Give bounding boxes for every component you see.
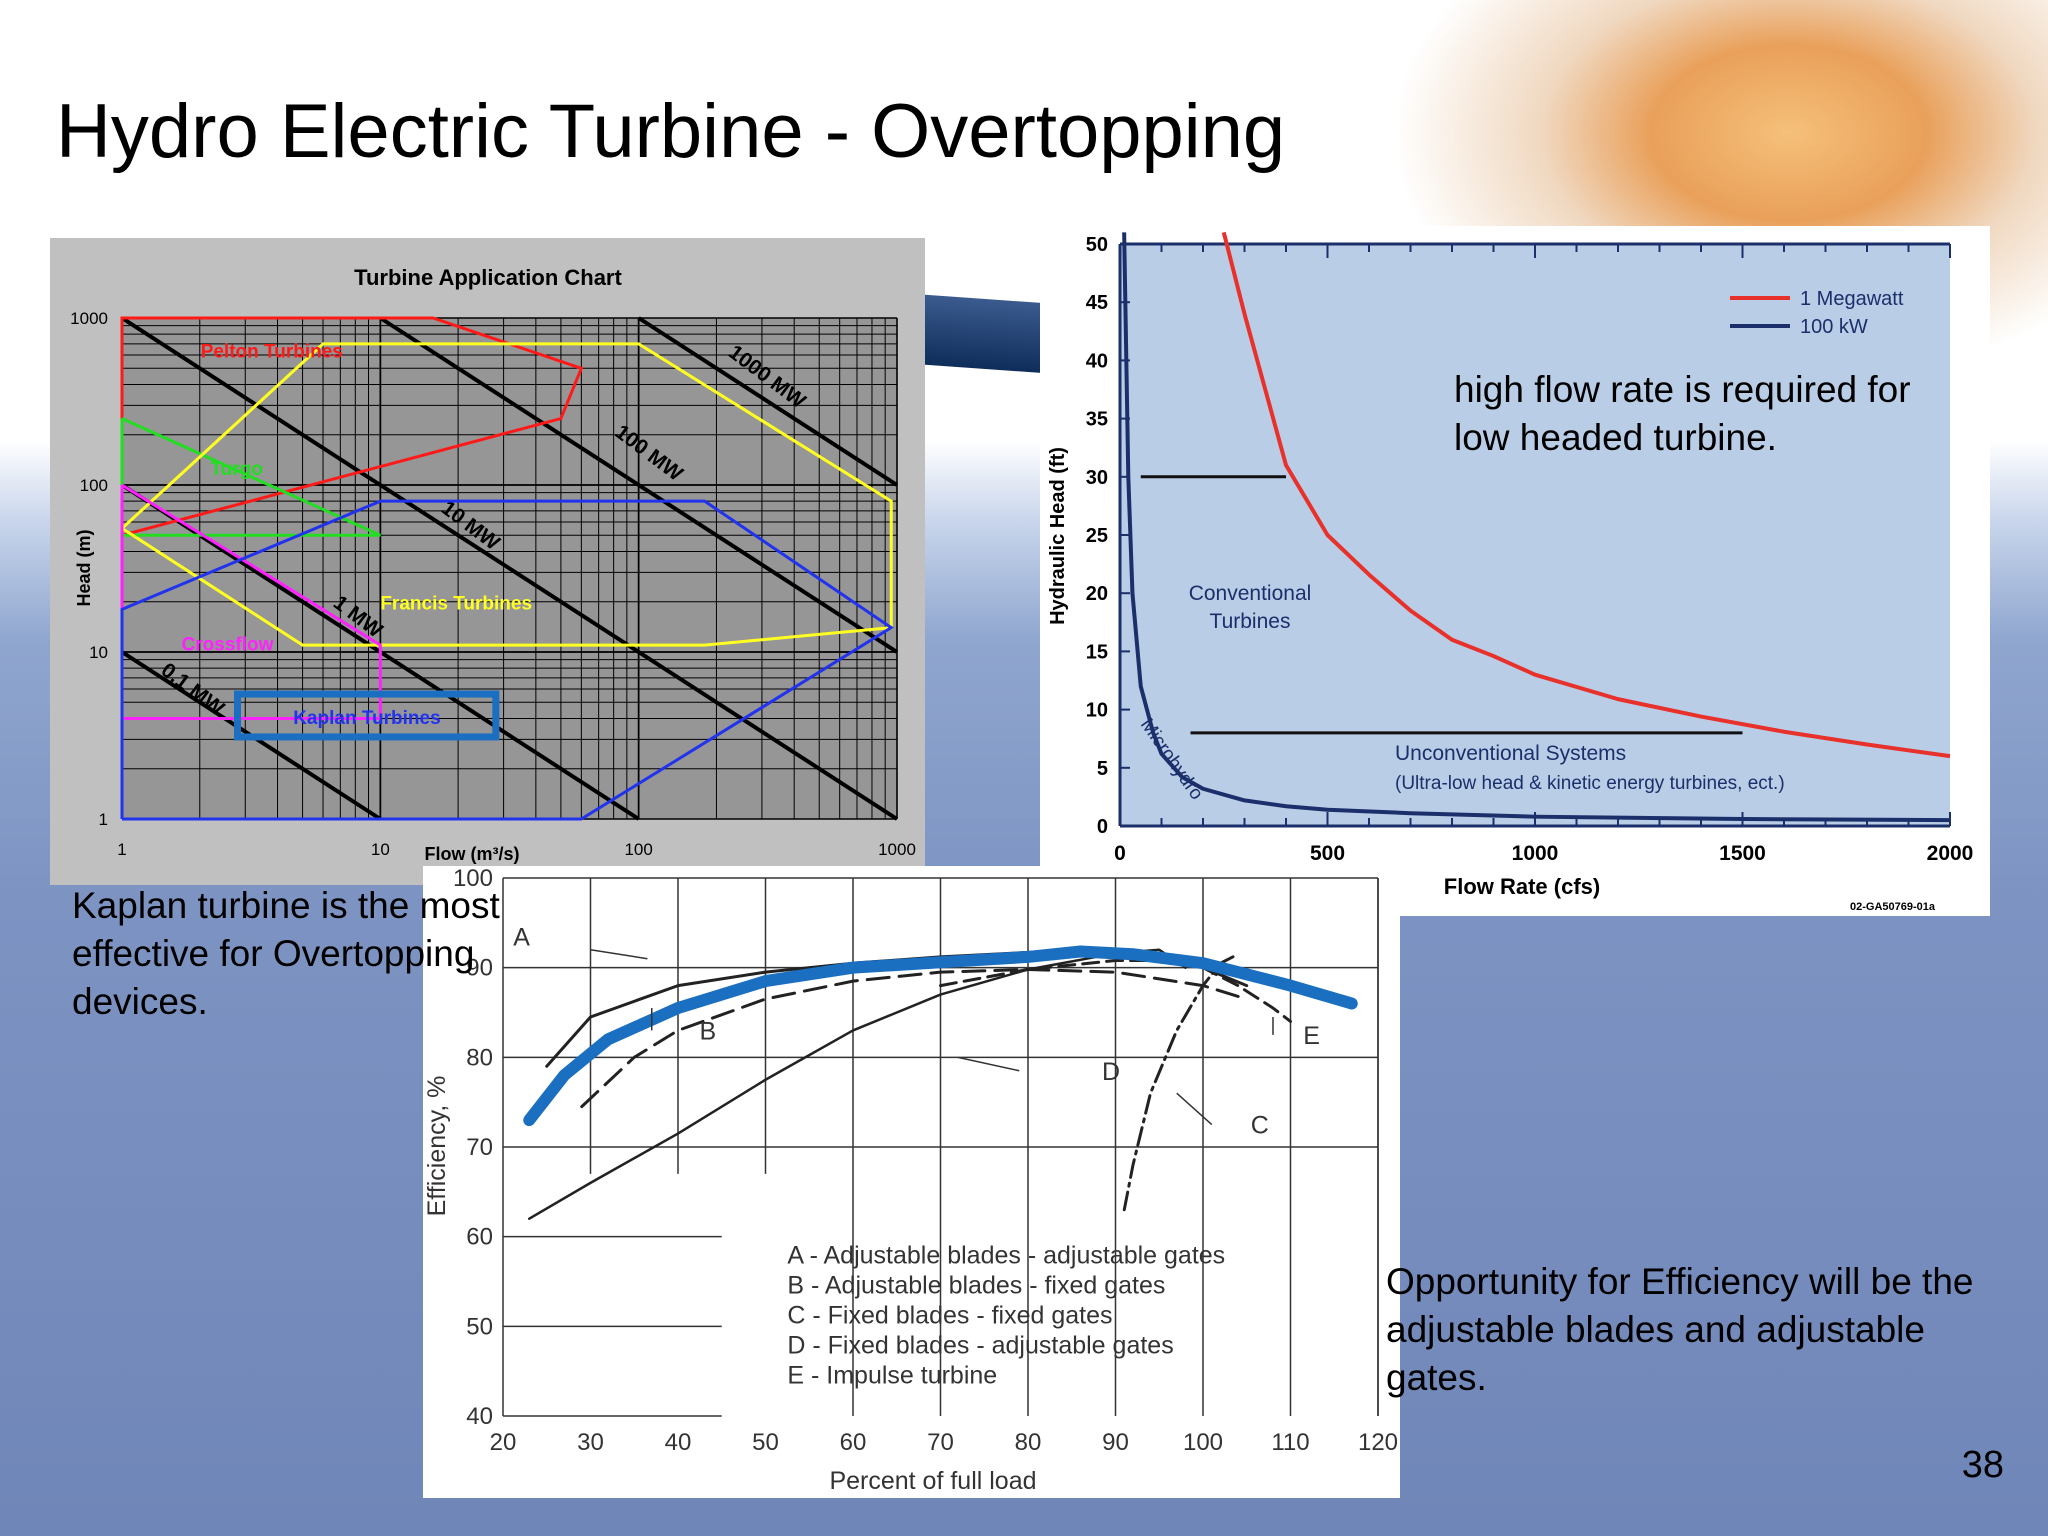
- chart3-y-tick: 50: [466, 1313, 493, 1340]
- chart1-region-label: Francis Turbines: [380, 593, 532, 614]
- turbine-application-chart: Turbine Application Chart Flow (m³/s) He…: [50, 238, 925, 885]
- chart1-x-tick: 1000: [878, 840, 916, 859]
- caption-efficiency: Opportunity for Efficiency will be the a…: [1386, 1261, 1974, 1398]
- chart1-region-label: Crossflow: [182, 635, 274, 656]
- chart2-y-tick: 30: [1086, 467, 1108, 489]
- chart3-y-tick: 100: [453, 866, 493, 892]
- chart3-series-letter: C: [1251, 1112, 1269, 1140]
- efficiency-chart: A B C D E 20 30 40 50 60 70 80 90 100 110 120 40 50 60 70 8…: [423, 866, 1400, 1498]
- chart2-y-tick: 0: [1097, 816, 1108, 838]
- chart2-x-tick: 2000: [1927, 842, 1974, 865]
- chart1-region-francis: [120, 342, 893, 647]
- chart1-x-tick: 1: [117, 840, 126, 859]
- chart3-y-tick: 70: [466, 1134, 493, 1161]
- chart2-plot-area: [1120, 244, 1950, 826]
- chart3-y-tick: 60: [466, 1224, 493, 1251]
- chart2-y-tick: 5: [1097, 758, 1108, 780]
- chart1-region-kaplan: [120, 499, 895, 821]
- chart1-x-tick: 10: [371, 840, 390, 859]
- chart1-y-tick: 10: [89, 643, 108, 662]
- chart2-y-tick: 35: [1086, 409, 1108, 431]
- turbine-application-chart-svg: Turbine Application Chart Flow (m³/s) He…: [50, 238, 925, 885]
- chart3-x-tick: 20: [490, 1429, 517, 1456]
- chart2-x-axis-label: Flow Rate (cfs): [1444, 874, 1600, 899]
- chart3-callout-leader: [590, 948, 648, 960]
- chart3-x-tick: 40: [665, 1429, 692, 1456]
- chart1-power-line: [379, 316, 899, 654]
- chart2-y-tick: 25: [1086, 525, 1108, 547]
- chart3-y-tick: 80: [466, 1044, 493, 1071]
- chart2-y-tick: 45: [1086, 292, 1108, 314]
- chart1-region-label: Pelton Turbines: [201, 342, 343, 363]
- chart1-title: Turbine Application Chart: [354, 265, 622, 290]
- chart3-x-tick: 90: [1102, 1429, 1129, 1456]
- chart3-series-b: [580, 967, 1249, 1109]
- caption-kaplan: Kaplan turbine is the most effective for…: [72, 885, 500, 1022]
- chart2-figure-code: 02-GA50769-01a: [1850, 901, 1936, 913]
- chart2-legend-label: 100 kW: [1800, 316, 1868, 338]
- chart2-y-tick: 50: [1086, 234, 1108, 256]
- chart3-series-letter: B: [700, 1017, 717, 1045]
- chart1-x-tick: 100: [624, 840, 652, 859]
- chart3-callout-leader: [957, 1056, 1020, 1072]
- chart2-annotation-unconventional: Unconventional Systems: [1395, 742, 1626, 765]
- chart3-series-letter: A: [513, 923, 530, 951]
- chart1-power-line: [120, 316, 899, 821]
- chart3-y-tick: 90: [466, 955, 493, 982]
- chart3-x-tick: 30: [577, 1429, 604, 1456]
- chart3-x-axis-label: Percent of full load: [829, 1467, 1036, 1495]
- chart3-legend-entry: A - Adjustable blades - adjustable gates: [787, 1242, 1225, 1270]
- chart3-x-tick: 50: [752, 1429, 779, 1456]
- chart2-y-axis-label: Hydraulic Head (ft): [1047, 447, 1069, 625]
- chart1-region-label: Kaplan Turbines: [293, 708, 440, 729]
- chart1-region-turgo: [120, 417, 381, 537]
- chart3-legend-entry: E - Impulse turbine: [787, 1362, 997, 1390]
- chart1-y-tick: 100: [80, 476, 108, 495]
- chart2-x-tick: 500: [1310, 842, 1345, 865]
- chart3-x-tick: 70: [927, 1429, 954, 1456]
- chart1-x-axis-label: Flow (m³/s): [425, 844, 520, 864]
- chart2-x-tick: 0: [1114, 842, 1126, 865]
- chart3-x-tick: 80: [1015, 1429, 1042, 1456]
- chart2-y-tick: 10: [1086, 700, 1108, 722]
- chart3-legend-entry: D - Fixed blades - adjustable gates: [787, 1332, 1173, 1360]
- head-flow-chart-svg: 0 500 1000 1500 2000 0 5 10 15 20 25 30 35 40 45 50 1 M…: [1040, 226, 1990, 916]
- chart3-series-letter: E: [1303, 1022, 1320, 1050]
- chart1-kaplan-highlight-box: [234, 690, 500, 741]
- chart2-annotation-conventional: Conventional Turbines: [1189, 582, 1312, 633]
- chart2-y-tick: 40: [1086, 350, 1108, 372]
- chart2-y-tick: 15: [1086, 641, 1108, 663]
- chart1-power-line: [637, 316, 899, 487]
- chart3-legend-entry: B - Adjustable blades - fixed gates: [787, 1272, 1165, 1300]
- chart3-y-axis-label: Efficiency, %: [423, 1076, 451, 1217]
- chart2-x-tick: 1000: [1512, 842, 1559, 865]
- chart3-y-tick: 40: [466, 1403, 493, 1430]
- caption-flow: high flow rate is required for low heade…: [1454, 369, 1911, 458]
- chart3-legend-entry: C - Fixed blades - fixed gates: [787, 1302, 1112, 1330]
- efficiency-chart-svg: A B C D E 20 30 40 50 60 70 80 90 100 110 120 40 50 60 70 8…: [423, 866, 1400, 1498]
- page-number: 38: [1961, 1444, 2004, 1486]
- chart2-x-tick: 1500: [1719, 842, 1766, 865]
- head-flow-chart: 0 500 1000 1500 2000 0 5 10 15 20 25 30 35 40 45 50 1 M…: [1040, 226, 1990, 916]
- chart3-x-tick: 120: [1358, 1429, 1398, 1456]
- chart2-series-1-megawatt: [1221, 231, 1951, 759]
- chart3-x-tick: 110: [1271, 1429, 1309, 1456]
- chart2-y-tick: 20: [1086, 583, 1108, 605]
- chart2-series-100-kw: [1122, 232, 1951, 823]
- chart3-x-tick: 60: [840, 1429, 867, 1456]
- chart3-highlight-curve: [523, 945, 1358, 1127]
- chart1-region-label: Turgo: [210, 459, 262, 480]
- chart3-callout-leader: [1176, 1092, 1213, 1126]
- chart1-y-tick: 1: [99, 810, 108, 829]
- chart3-x-tick: 100: [1183, 1429, 1223, 1456]
- chart1-y-axis-label: Head (m): [74, 529, 94, 606]
- chart1-y-tick: 1000: [70, 309, 108, 328]
- chart2-legend-label: 1 Megawatt: [1800, 288, 1904, 310]
- chart3-series-letter: D: [1102, 1058, 1120, 1086]
- slide-title: Hydro Electric Turbine - Overtopping: [56, 89, 1286, 174]
- chart2-annotation-unconventional-detail: (Ultra-low head & kinetic energy turbine…: [1395, 773, 1785, 794]
